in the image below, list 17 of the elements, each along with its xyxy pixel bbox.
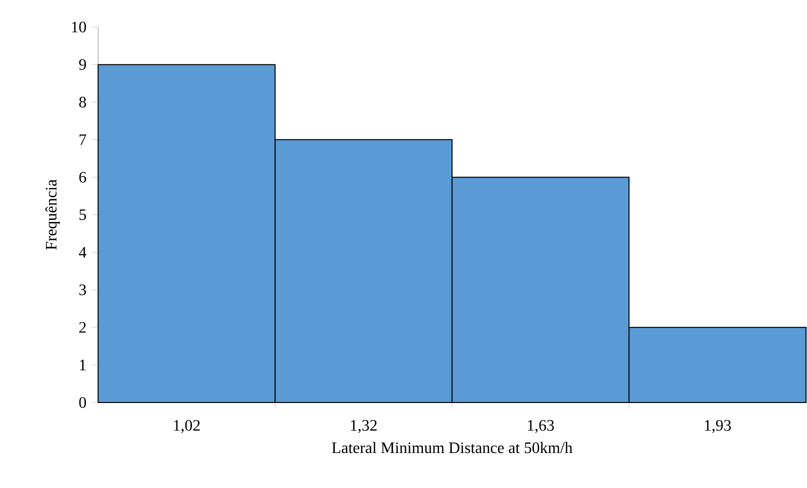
y-tick-label: 7: [80, 134, 86, 146]
y-tick-label: 5: [80, 210, 86, 220]
y-tick-label: 4: [78, 247, 86, 258]
y-tick-label: 1: [80, 360, 86, 370]
y-tick-label: 10: [72, 22, 86, 33]
y-tick-label: 8: [79, 96, 86, 108]
y-axis-title: Frequência: [45, 180, 60, 250]
x-axis-title: Lateral Minimum Distance at 50km/h: [332, 442, 572, 454]
x-tick-label: 1,93: [704, 420, 731, 434]
x-tick-label: 1,02: [174, 420, 200, 434]
y-tick-label: 2: [79, 322, 86, 333]
y-tick-label: 0: [79, 397, 86, 408]
x-tick-label: 1,63: [528, 420, 554, 434]
x-tick-label: 1,32: [351, 420, 377, 434]
y-tick-label: 9: [79, 59, 86, 70]
y-tick-label: 6: [79, 172, 86, 183]
y-tick-label: 3: [79, 284, 86, 296]
